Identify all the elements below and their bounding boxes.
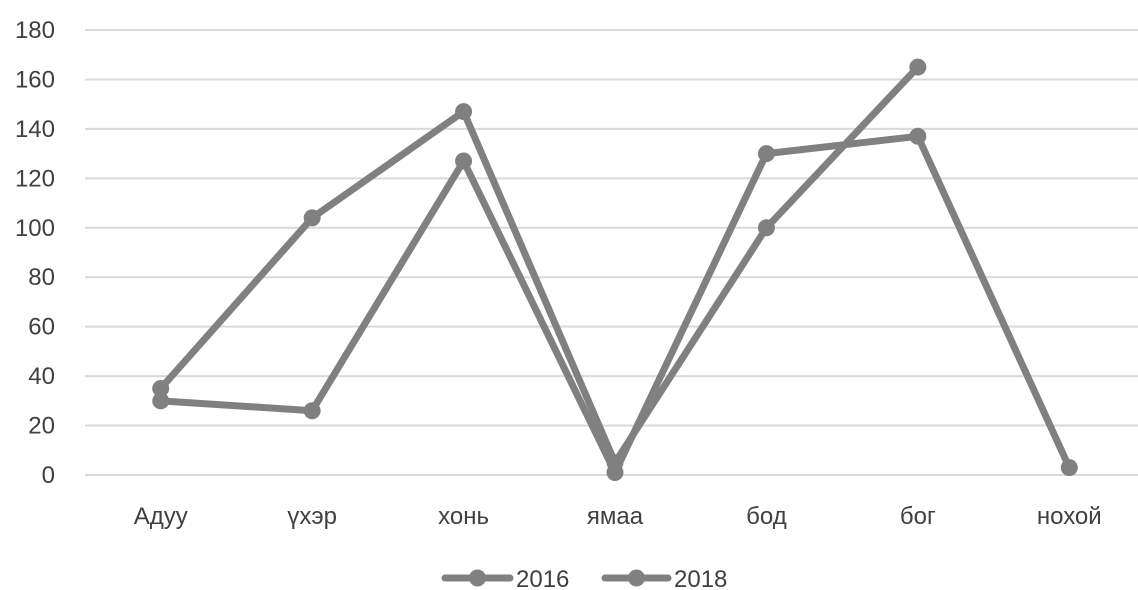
data-point [909,58,927,76]
data-point [757,219,775,237]
y-tick-label: 100 [15,215,55,242]
x-tick-label: ямаа [587,503,644,530]
y-tick-label: 80 [28,264,55,291]
data-point [303,209,321,227]
legend-label: 2016 [516,566,569,590]
series-2016 [152,127,1078,482]
y-axis: 0 20 40 60 80 100 120 140 160 180 [15,17,55,489]
data-point [152,379,170,397]
y-tick-label: 40 [28,363,55,390]
series-line [157,132,1073,477]
legend-swatch-marker [628,569,645,587]
x-tick-label: Адуу [134,503,188,530]
legend-label: 2018 [674,566,727,590]
y-tick-label: 20 [28,413,55,440]
y-tick-label: 120 [15,165,55,192]
grid-layer [85,29,1138,476]
y-tick-label: 160 [15,66,55,93]
legend-item: 2016 [441,566,569,590]
x-tick-label: үхэр [287,503,337,530]
data-point [1060,459,1078,477]
series-line [157,63,922,467]
y-tick-label: 140 [15,116,55,143]
y-tick-label: 0 [42,462,55,489]
x-axis: Адуу үхэр хонь ямаа бод бог нохой [134,503,1102,530]
x-tick-label: бог [900,503,936,530]
data-point [455,103,473,121]
x-tick-label: бод [746,503,787,530]
legend-swatch-marker [469,569,486,587]
x-tick-label: нохой [1037,503,1102,530]
series-layer [152,58,1078,482]
data-point [303,402,321,420]
x-tick-label: хонь [438,503,489,530]
data-point [757,145,775,163]
legend: 2016 2018 [441,566,727,590]
data-point [606,454,624,472]
data-point [455,152,473,170]
y-tick-label: 180 [15,17,55,44]
legend-item: 2018 [601,566,727,590]
data-point [152,392,170,410]
y-tick-label: 60 [28,314,55,341]
data-point [909,127,927,145]
series-2018 [152,58,927,472]
